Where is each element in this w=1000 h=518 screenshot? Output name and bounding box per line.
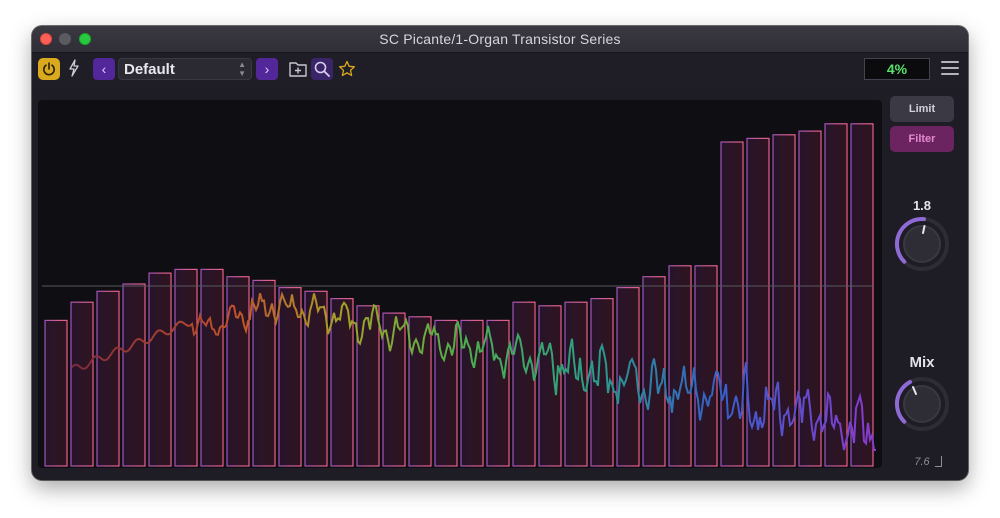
zoom-window-button[interactable]: [79, 33, 91, 45]
next-preset-button[interactable]: ›: [256, 58, 278, 80]
search-icon[interactable]: [311, 58, 333, 80]
band-bar: [44, 319, 68, 467]
band-bar: [798, 130, 822, 467]
up-down-arrows-icon: ▲ ▼: [238, 60, 246, 78]
window-title: SC Picante/1-Organ Transistor Series: [379, 31, 621, 47]
band-bar: [512, 301, 536, 467]
preset-selector[interactable]: Default ▲ ▼: [118, 58, 252, 80]
band-bar: [642, 276, 666, 467]
band-bar: [460, 319, 484, 467]
band-bar: [382, 312, 406, 467]
power-icon[interactable]: [38, 58, 60, 80]
readout-value: 7.6: [914, 456, 930, 468]
star-icon[interactable]: [336, 58, 358, 80]
band-bar: [122, 283, 146, 467]
folder-plus-icon[interactable]: [287, 58, 309, 80]
band-bar: [226, 276, 250, 467]
band-bar: [200, 268, 224, 467]
filter-amount-knob[interactable]: [890, 212, 954, 276]
band-bar: [486, 319, 510, 467]
previous-preset-button[interactable]: ‹: [93, 58, 115, 80]
band-bars: [44, 123, 874, 467]
band-bar: [538, 305, 562, 467]
band-bar: [824, 123, 848, 467]
plugin-window: SC Picante/1-Organ Transistor Series ‹ D…: [32, 26, 968, 480]
filter-button[interactable]: Filter: [890, 126, 954, 152]
band-bar: [330, 298, 354, 467]
knob1-value: 1.8: [912, 198, 932, 213]
cpu-meter: 4%: [864, 58, 930, 80]
band-bar: [850, 123, 874, 467]
band-bar: [408, 316, 432, 467]
plugin-toolbar: ‹ Default ▲ ▼ › 4%: [32, 53, 968, 86]
band-bar: [278, 287, 302, 467]
band-bar: [174, 268, 198, 467]
band-bar: [96, 290, 120, 467]
value-readout: 7.6: [890, 454, 954, 470]
band-bar: [70, 301, 94, 467]
band-bar: [356, 305, 380, 467]
band-bar: [694, 265, 718, 467]
band-bar: [252, 279, 276, 467]
resize-corner-icon[interactable]: [935, 456, 942, 467]
band-bar: [434, 319, 458, 467]
mix-label: Mix: [909, 354, 935, 371]
spectrum-display[interactable]: [38, 100, 882, 468]
band-bar: [590, 298, 614, 467]
title-bar: SC Picante/1-Organ Transistor Series: [32, 26, 968, 53]
band-bar: [148, 272, 172, 467]
band-bar: [616, 287, 640, 467]
preset-name: Default: [124, 61, 175, 78]
mix-knob[interactable]: [890, 372, 954, 436]
band-bar: [668, 265, 692, 467]
band-bar: [304, 290, 328, 467]
close-window-button[interactable]: [40, 33, 52, 45]
lightning-bolt-icon[interactable]: [68, 59, 80, 82]
spectrum-svg: [42, 123, 876, 467]
limit-button[interactable]: Limit: [890, 96, 954, 122]
hamburger-menu-icon[interactable]: [941, 61, 959, 77]
spectrum-curve: [71, 291, 876, 451]
band-bar: [746, 137, 770, 467]
minimize-window-button[interactable]: [59, 33, 71, 45]
